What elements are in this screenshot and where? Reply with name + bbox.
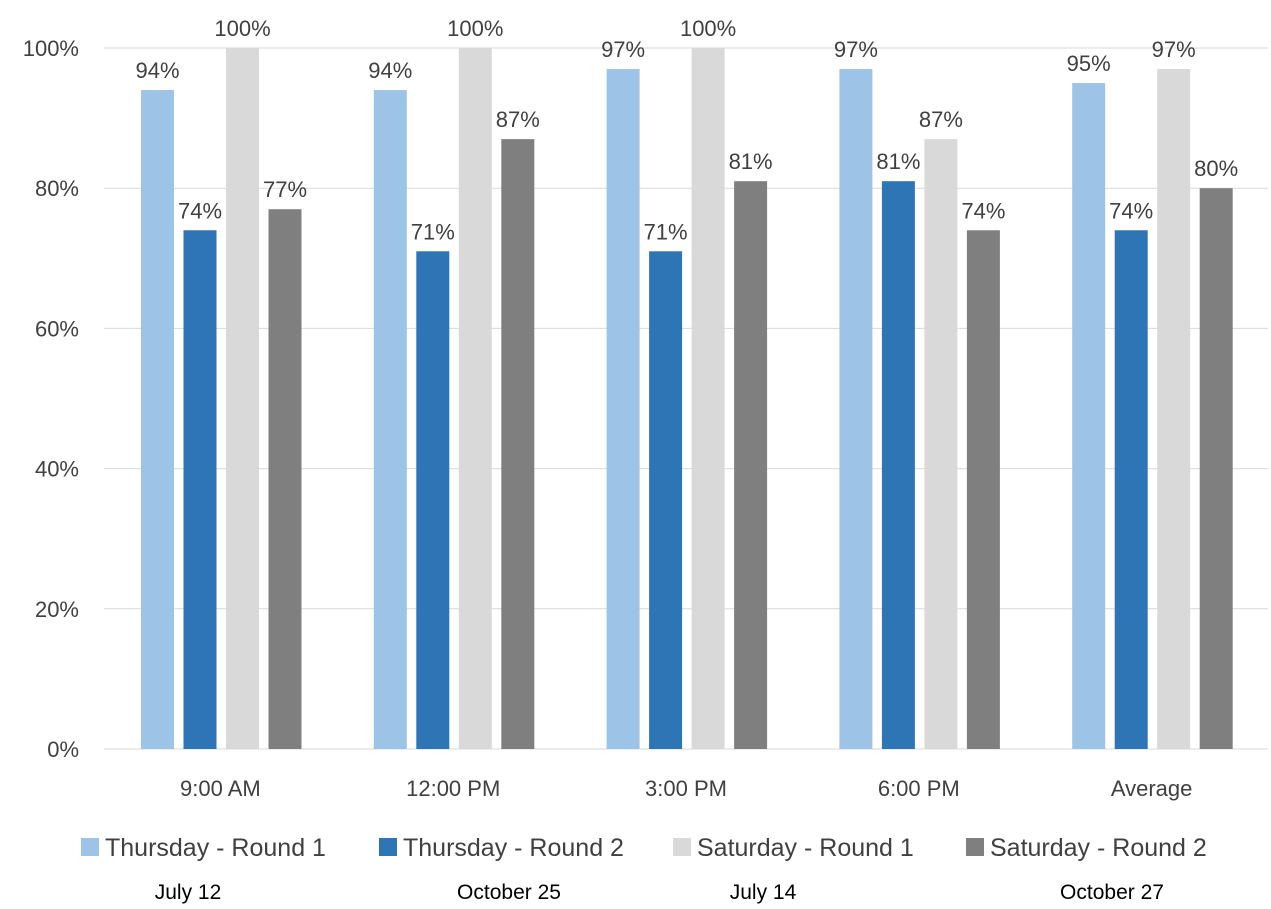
data-label: 95% <box>1067 51 1111 76</box>
bar <box>839 69 873 749</box>
data-label: 71% <box>644 219 688 244</box>
bar <box>416 251 450 750</box>
data-label: 77% <box>263 177 307 202</box>
legend-date: July 14 <box>730 881 797 904</box>
x-tick-label: 6:00 PM <box>878 776 960 801</box>
legend-swatch <box>966 838 984 856</box>
data-label: 87% <box>919 107 963 132</box>
bar <box>1072 83 1106 750</box>
y-tick-label: 40% <box>35 457 79 482</box>
bars <box>141 48 1233 750</box>
y-tick-label: 0% <box>47 737 79 762</box>
y-tick-label: 20% <box>35 597 79 622</box>
y-axis-tick-labels: 0% 20% 40% 60% 80% 100% <box>23 36 79 762</box>
data-label: 94% <box>135 58 179 83</box>
legend-dates: July 12 October 25 July 14 October 27 <box>155 881 1164 904</box>
bar <box>226 48 259 749</box>
bar <box>373 90 407 749</box>
legend-date: July 12 <box>155 881 222 904</box>
legend-date: October 27 <box>1060 881 1164 904</box>
bar <box>1199 188 1233 749</box>
bar <box>734 181 768 749</box>
data-label: 74% <box>178 198 222 223</box>
y-tick-label: 100% <box>23 36 79 61</box>
bar <box>1157 69 1191 749</box>
data-label: 74% <box>961 198 1005 223</box>
bar <box>691 48 725 749</box>
data-label: 81% <box>729 149 773 174</box>
data-label: 100% <box>680 16 736 41</box>
bar <box>881 181 915 749</box>
x-tick-label: 12:00 PM <box>406 776 500 801</box>
bar <box>501 139 535 749</box>
y-tick-label: 60% <box>35 316 79 341</box>
data-label: 74% <box>1109 198 1153 223</box>
y-tick-label: 80% <box>35 176 79 201</box>
data-label: 80% <box>1194 156 1238 181</box>
data-label: 87% <box>496 107 540 132</box>
legend-label: Saturday - Round 1 <box>697 834 914 862</box>
legend-swatch <box>673 838 691 856</box>
data-label: 97% <box>601 37 645 62</box>
data-labels: 94% 74% 100% 77% 94% 71% 100% 87% 97% 71% 100% 81% 9… <box>135 16 1238 244</box>
data-label: 100% <box>447 16 503 41</box>
legend-label: Thursday - Round 2 <box>403 834 624 862</box>
legend-label: Thursday - Round 1 <box>105 834 326 862</box>
data-label: 71% <box>411 219 455 244</box>
bar <box>606 69 640 749</box>
bar <box>649 251 683 750</box>
x-tick-label: Average <box>1111 776 1193 801</box>
bar <box>458 48 492 749</box>
x-tick-label: 9:00 AM <box>180 776 261 801</box>
data-label: 81% <box>876 149 920 174</box>
x-axis-tick-labels: 9:00 AM 12:00 PM 3:00 PM 6:00 PM Average <box>180 776 1192 801</box>
data-label: 94% <box>368 58 412 83</box>
bar <box>924 139 958 749</box>
legend-date: October 25 <box>457 881 561 904</box>
data-label: 97% <box>834 37 878 62</box>
legend-label: Saturday - Round 2 <box>990 834 1207 862</box>
legend: Thursday - Round 1 Thursday - Round 2 Satu… <box>81 834 1207 862</box>
bar <box>141 90 174 749</box>
bar <box>966 230 1000 749</box>
data-label: 100% <box>214 16 270 41</box>
data-label: 97% <box>1152 37 1196 62</box>
bar <box>268 209 302 750</box>
bar <box>183 230 217 749</box>
x-tick-label: 3:00 PM <box>645 776 727 801</box>
bar <box>1114 230 1148 749</box>
legend-swatch <box>81 838 99 856</box>
legend-swatch <box>379 838 397 856</box>
